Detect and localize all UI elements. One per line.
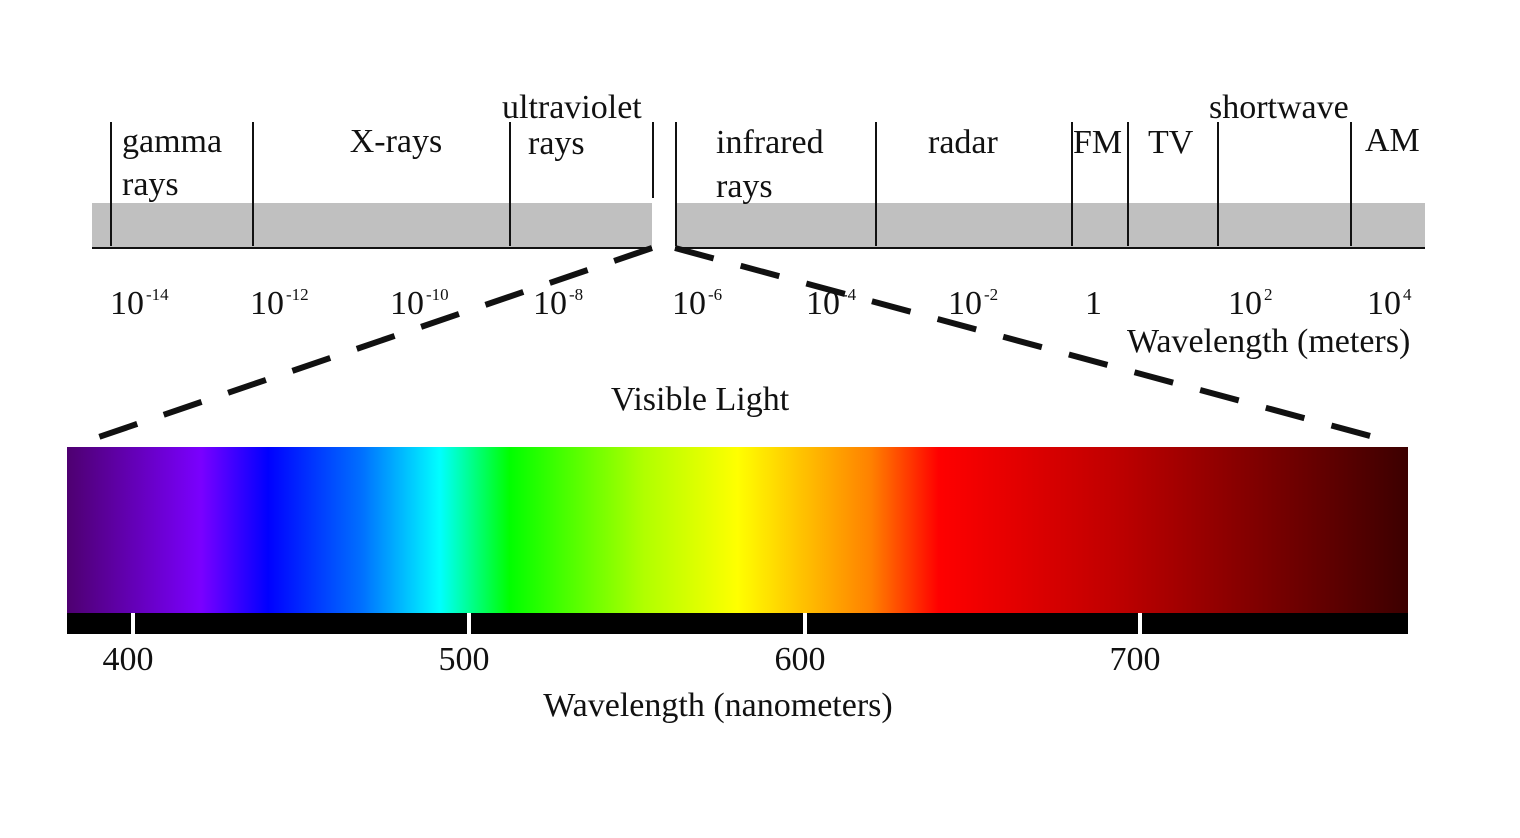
zoom-line (89, 245, 653, 443)
tick-base: 10 (250, 285, 284, 322)
spectrum-bar (675, 203, 1425, 248)
meters-axis-label: Wavelength (meters) (1127, 323, 1410, 360)
tick-exponent: -12 (286, 285, 309, 304)
meters-tick-label: 10 -14 (110, 285, 169, 322)
tick-base: 10 (806, 285, 840, 322)
band-label: rays (716, 168, 773, 205)
meters-tick-label: 10 -12 (250, 285, 309, 322)
tick-exponent: -6 (708, 285, 722, 304)
band-label: rays (122, 166, 179, 203)
dividers (110, 122, 1352, 246)
tick-exponent: -8 (569, 285, 583, 304)
band-label: infrared (716, 124, 824, 161)
band-label: radar (928, 124, 999, 161)
zoom-line (674, 245, 1386, 443)
meters-tick-label: 1 (1085, 285, 1102, 322)
tick-exponent: -14 (146, 285, 169, 304)
visible-spectrum (67, 447, 1408, 613)
tick-base: 10 (110, 285, 144, 322)
tick-exponent: -10 (426, 285, 449, 304)
band-label: FM (1073, 124, 1122, 161)
band-label: shortwave (1209, 89, 1349, 126)
nm-tick-label: 700 (1110, 641, 1161, 678)
nm-tick-label: 500 (439, 641, 490, 678)
nm-axis-label: Wavelength (nanometers) (543, 687, 892, 724)
band-label: gamma (122, 123, 222, 160)
tick-base: 10 (1228, 285, 1262, 322)
visible-title: Visible Light (611, 381, 790, 418)
tick-base: 10 (672, 285, 706, 322)
nm-tick-label: 400 (103, 641, 154, 678)
tick-exponent: 2 (1264, 285, 1273, 304)
band-label: AM (1365, 122, 1420, 159)
spectrum-bar (92, 203, 652, 248)
band-label: ultraviolet (502, 89, 642, 126)
tick-base: 10 (390, 285, 424, 322)
nm-scale-bar (67, 613, 1408, 634)
meters-tick-label: 10 -4 (806, 285, 857, 322)
nm-tick-label: 600 (775, 641, 826, 678)
meters-tick-label: 10 -10 (390, 285, 449, 322)
band-label: TV (1148, 124, 1194, 161)
tick-exponent: -2 (984, 285, 998, 304)
meters-tick-label: 10 4 (1367, 285, 1412, 322)
tick-base: 10 (1367, 285, 1401, 322)
band-label: rays (528, 125, 585, 162)
tick-exponent: -4 (842, 285, 857, 304)
meters-tick-label: 10 -6 (672, 285, 722, 322)
meters-tick-label: 10 2 (1228, 285, 1273, 322)
meters-tick-label: 10 -8 (533, 285, 583, 322)
tick-base: 1 (1085, 285, 1102, 322)
meters-tick-label: 10 -2 (948, 285, 998, 322)
band-label: X-rays (350, 123, 443, 160)
tick-base: 10 (533, 285, 567, 322)
tick-base: 10 (948, 285, 982, 322)
tick-exponent: 4 (1403, 285, 1412, 304)
